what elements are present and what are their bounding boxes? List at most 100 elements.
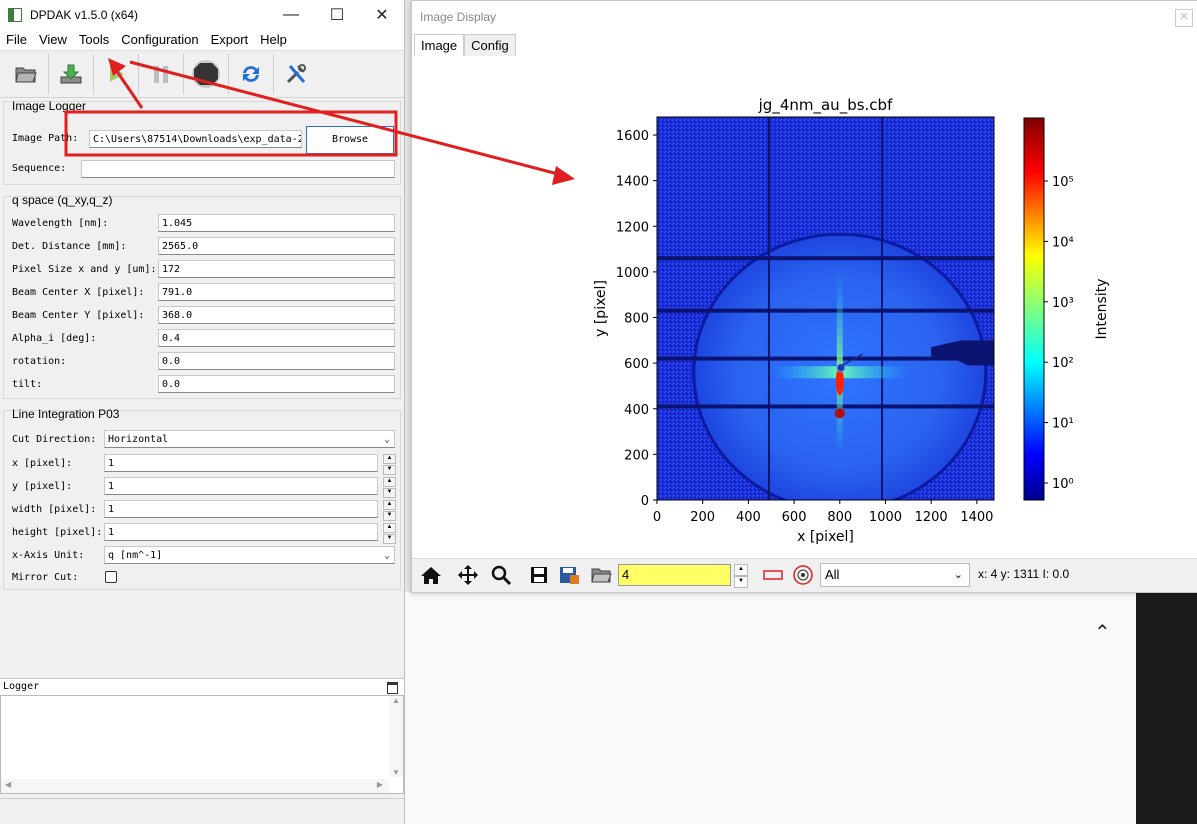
rectangle-roi-button[interactable] [760, 563, 786, 587]
image-tabs: Image Config [412, 32, 1197, 56]
stop-button[interactable] [184, 54, 229, 94]
wavelength-input[interactable]: 1.045 [158, 214, 395, 232]
mirror-cut-checkbox[interactable] [105, 571, 117, 583]
arrow-up-icon[interactable]: ▲ [734, 564, 748, 576]
cut-direction-select[interactable]: Horizontal ⌄ [104, 430, 395, 448]
det-distance-input[interactable]: 2565.0 [158, 237, 395, 255]
arrow-left-icon[interactable]: ◀ [5, 780, 12, 789]
arrow-up-icon[interactable]: ▲ [383, 523, 396, 533]
close-icon[interactable]: ✕ [1175, 9, 1193, 27]
menu-view[interactable]: View [38, 32, 67, 47]
detector-gap-horizontal [657, 308, 994, 313]
pixel-size-input[interactable]: 172 [158, 260, 395, 278]
menu-file[interactable]: File [6, 32, 27, 47]
y-tick-label: 1600 [616, 129, 649, 144]
x-tick-label: 1000 [869, 510, 902, 525]
minimize-button[interactable]: — [283, 5, 299, 23]
menu-tools[interactable]: Tools [78, 32, 110, 47]
y-pixel-stepper[interactable]: ▲ ▼ [383, 477, 396, 498]
width-pixel-stepper[interactable]: ▲ ▼ [383, 500, 396, 521]
y-tick-label: 800 [624, 312, 649, 327]
logger-header: Logger [0, 678, 404, 696]
plot-canvas[interactable]: jg_4nm_au_bs.cbf 0 200 400 600 800 1000 1200 14… [412, 56, 1197, 556]
run-button[interactable] [94, 54, 139, 94]
download-button[interactable] [49, 54, 94, 94]
circle-roi-button[interactable] [790, 563, 816, 587]
image-logger-group: Image Logger Image Path: C:\Users\87514\… [3, 99, 401, 185]
line-integration-title: Line Integration P03 [12, 407, 120, 421]
disk-edge [692, 232, 988, 500]
x-pixel-input[interactable]: 1 [104, 454, 378, 472]
y-tick-label: 600 [624, 357, 649, 372]
browse-button[interactable]: Browse [306, 126, 394, 154]
tilt-label: tilt: [12, 379, 43, 390]
x-axis-unit-select[interactable]: q [nm^-1] ⌄ [104, 546, 395, 564]
menu-help[interactable]: Help [260, 32, 287, 47]
logger-scrollbar-horizontal[interactable]: ◀ ▶ [1, 779, 389, 793]
image-display-window: Image Display ✕ Image Config [411, 0, 1197, 593]
arrow-down-icon[interactable]: ▼ [383, 465, 396, 475]
logger-scrollbar-vertical[interactable]: ▲ ▼ [389, 696, 403, 777]
tools-button[interactable] [274, 54, 318, 94]
arrow-up-icon[interactable]: ▲ [383, 500, 396, 510]
sequence-input[interactable] [81, 160, 395, 178]
arrow-down-icon[interactable]: ▼ [392, 768, 400, 777]
maximize-button[interactable]: ☐ [329, 6, 345, 24]
q-space-group: q space (q_xy,q_z) Wavelength [nm]: 1.04… [3, 193, 401, 399]
arrow-down-icon[interactable]: ▼ [383, 511, 396, 521]
heatmap-plot[interactable]: jg_4nm_au_bs.cbf 0 200 400 600 800 1000 1200 14… [412, 56, 1197, 556]
close-button[interactable]: ✕ [375, 6, 389, 24]
pixel-size-label: Pixel Size x and y [um]: [12, 264, 157, 275]
arrow-up-icon[interactable]: ▲ [383, 454, 396, 464]
background-dark-panel [1136, 592, 1197, 824]
x-tick-label: 600 [782, 510, 807, 525]
tilt-input[interactable]: 0.0 [158, 375, 395, 393]
width-pixel-input[interactable]: 1 [104, 500, 378, 518]
image-window-title: Image Display [420, 9, 497, 24]
frame-stepper[interactable]: ▲ ▼ [734, 564, 748, 588]
search-icon [491, 565, 512, 586]
undock-icon[interactable] [387, 682, 398, 694]
menu-bar: File View Tools Configuration Export Hel… [0, 29, 404, 51]
y-tick-label: 400 [624, 403, 649, 418]
app-icon [8, 7, 22, 22]
image-logger-title: Image Logger [12, 99, 87, 113]
wavelength-label: Wavelength [nm]: [12, 218, 109, 229]
x-pixel-stepper[interactable]: ▲ ▼ [383, 454, 396, 475]
open-folder-button[interactable] [4, 54, 49, 94]
menu-export[interactable]: Export [210, 32, 249, 47]
save-data-button[interactable] [556, 563, 582, 587]
detector-gap-horizontal [657, 256, 994, 261]
arrow-down-icon[interactable]: ▼ [734, 576, 748, 588]
zoom-button[interactable] [488, 563, 514, 587]
beam-center-y-input[interactable]: 368.0 [158, 306, 395, 324]
main-toolbar [0, 51, 404, 98]
tab-config[interactable]: Config [464, 34, 516, 56]
rotation-input[interactable]: 0.0 [158, 352, 395, 370]
save-button[interactable] [526, 563, 552, 587]
pause-button[interactable] [139, 54, 184, 94]
arrow-down-icon[interactable]: ▼ [383, 488, 396, 498]
arrow-up-icon[interactable]: ▲ [392, 696, 400, 705]
logger-panel[interactable]: ▲ ▼ ◀ ▶ [0, 695, 404, 794]
x-tick-label: 400 [736, 510, 761, 525]
pan-button[interactable] [455, 563, 481, 587]
height-pixel-input[interactable]: 1 [104, 523, 378, 541]
y-pixel-input[interactable]: 1 [104, 477, 378, 495]
filter-select[interactable]: All ⌄ [820, 563, 970, 587]
beam-center-x-input[interactable]: 791.0 [158, 283, 395, 301]
home-button[interactable] [418, 563, 444, 587]
chevron-up-icon[interactable]: ⌃ [1094, 622, 1111, 644]
refresh-button[interactable] [229, 54, 274, 94]
arrow-down-icon[interactable]: ▼ [383, 534, 396, 544]
alpha-i-input[interactable]: 0.4 [158, 329, 395, 347]
open-folder-button[interactable] [588, 563, 614, 587]
arrow-right-icon[interactable]: ▶ [376, 780, 383, 789]
height-pixel-stepper[interactable]: ▲ ▼ [383, 523, 396, 544]
image-path-input[interactable]: C:\Users\87514\Downloads\exp_data-2 [89, 130, 302, 148]
tab-image[interactable]: Image [414, 34, 465, 56]
arrow-up-icon[interactable]: ▲ [383, 477, 396, 487]
menu-configuration[interactable]: Configuration [121, 32, 199, 47]
frame-input[interactable]: 4 [618, 564, 731, 586]
stop-icon [192, 60, 220, 88]
